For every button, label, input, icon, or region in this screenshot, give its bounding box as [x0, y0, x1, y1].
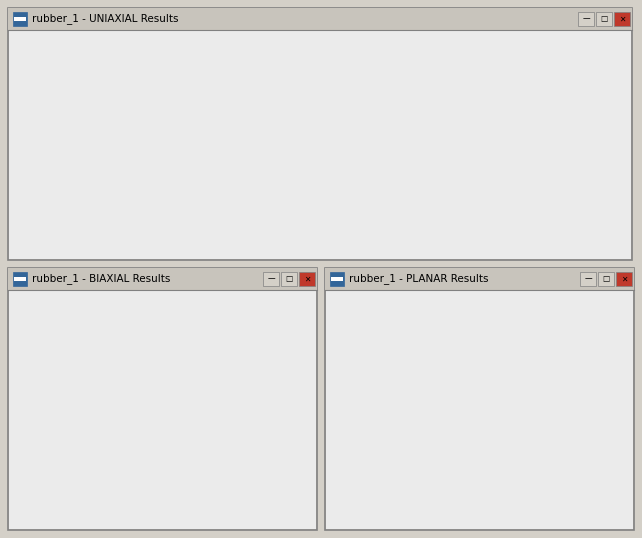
Text: —: — [584, 274, 592, 284]
Legend: POLY_N1 BIAXIAL rubber_1, OGDEN_N2 BIAXIAL rubber_1, R_POLY_N1 BIAXIAL rubber_1: POLY_N1 BIAXIAL rubber_1, OGDEN_N2 BIAXI… [64, 482, 173, 507]
Text: □: □ [600, 15, 607, 24]
Text: rubber_1 - UNIAXIAL Results: rubber_1 - UNIAXIAL Results [32, 13, 178, 24]
Y-axis label: Nominal Stress: Nominal Stress [28, 348, 37, 406]
X-axis label: Nominal Strain: Nominal Strain [474, 471, 532, 480]
Y-axis label: Nominal Stress: Nominal Stress [36, 77, 45, 136]
Y-axis label: Nominal Stress: Nominal Stress [353, 348, 362, 406]
Text: —: — [267, 274, 275, 284]
Legend: POLY_N1 PLANAR rubber_1, OGDEN_N2 PLANAR rubber_1, R_POLY_N1 PLANAR rubber_1: POLY_N1 PLANAR rubber_1, OGDEN_N2 PLANAR… [380, 482, 490, 507]
Legend: POLY_N1 UNIAXIAL rubber_1, OGDEN_N2 UNIAXIAL rubber_1, R_POLY_N1 UNIAXIAL rubber: POLY_N1 UNIAXIAL rubber_1, OGDEN_N2 UNIA… [60, 196, 303, 215]
X-axis label: Nominal Strain: Nominal Strain [314, 192, 371, 201]
Text: rubber_1 - PLANAR Results: rubber_1 - PLANAR Results [349, 273, 489, 285]
Text: ✕: ✕ [621, 274, 627, 284]
Text: ✕: ✕ [619, 15, 625, 24]
Text: ✕: ✕ [304, 274, 310, 284]
Text: rubber_1 - BIAXIAL Results: rubber_1 - BIAXIAL Results [32, 273, 170, 285]
Text: —: — [582, 15, 590, 24]
Text: □: □ [286, 274, 293, 284]
X-axis label: Nominal Strain: Nominal Strain [157, 471, 214, 480]
Text: □: □ [602, 274, 610, 284]
